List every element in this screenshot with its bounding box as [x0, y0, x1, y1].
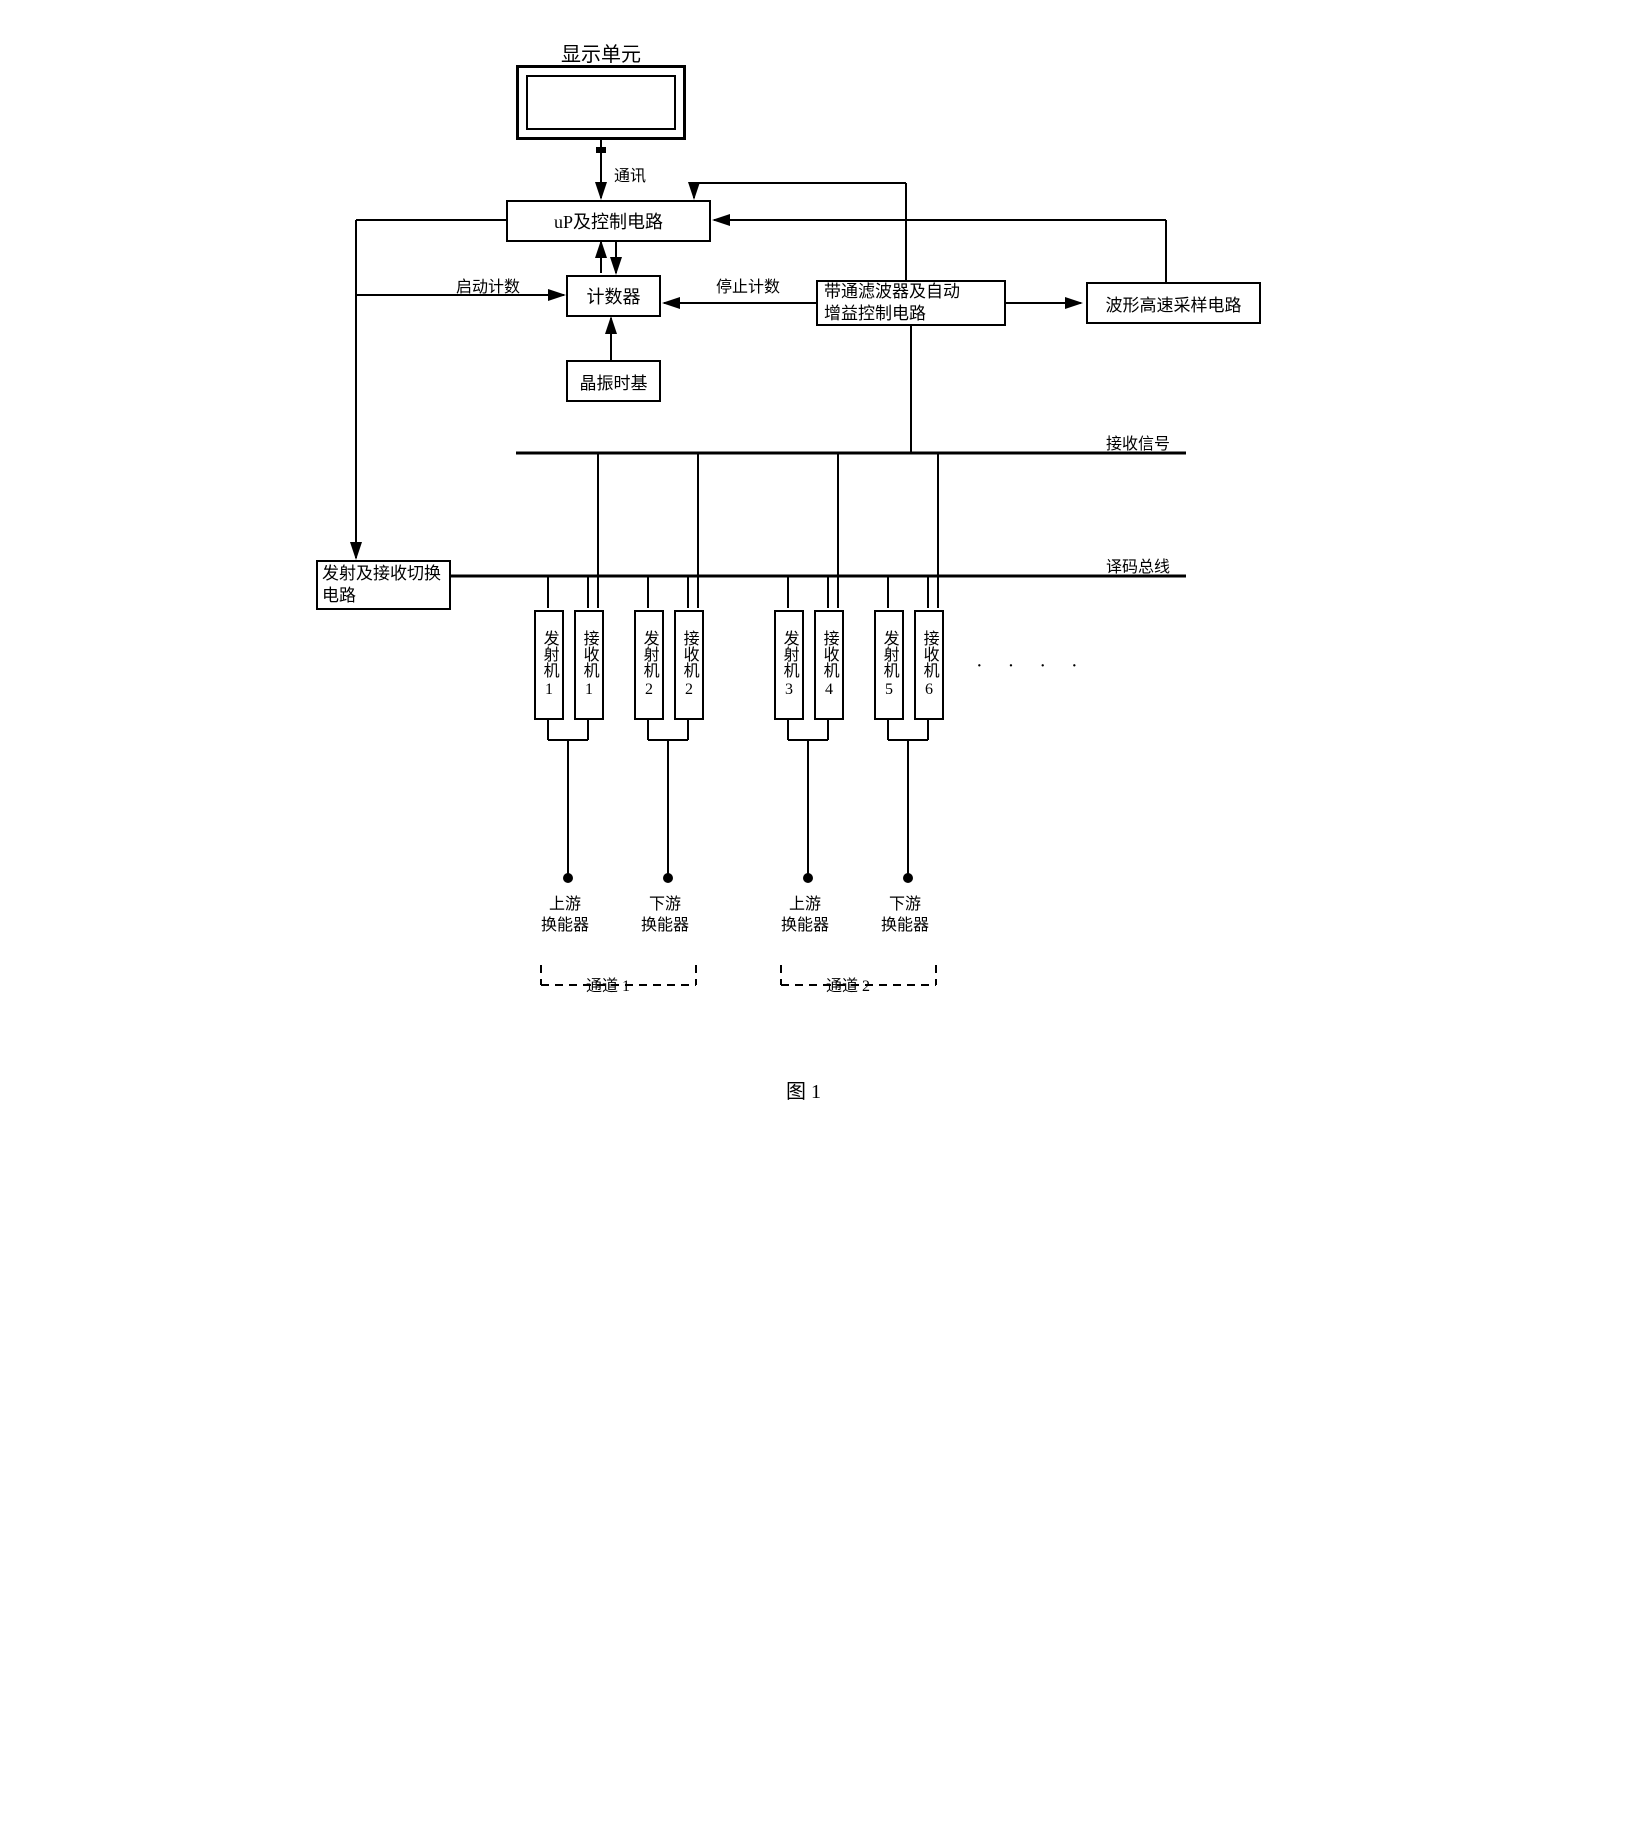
transducer-label-2: 上游换能器 [781, 895, 829, 937]
filter-line1: 带通滤波器及自动 [824, 281, 960, 303]
channel-label-1: 通道 1 [586, 972, 630, 996]
decode-bus-label: 译码总线 [1106, 553, 1170, 577]
crystal-block: 晶振时基 [566, 360, 661, 402]
channel-label-2: 通道 2 [826, 972, 870, 996]
receiver-6: 接收机6 [914, 610, 944, 720]
sampler-block: 波形高速采样电路 [1086, 282, 1261, 324]
stop-count-label: 停止计数 [716, 273, 780, 297]
receiver-1: 接收机1 [574, 610, 604, 720]
display-inner [526, 75, 676, 130]
filter-agc-block: 带通滤波器及自动 增益控制电路 [816, 280, 1006, 326]
counter-block: 计数器 [566, 275, 661, 317]
filter-line2: 增益控制电路 [824, 303, 960, 325]
figure-caption: 图 1 [786, 1075, 821, 1104]
up-control-block: uP及控制电路 [506, 200, 711, 242]
transducer-label-3: 下游换能器 [881, 895, 929, 937]
block-diagram: 显示单元 通讯 uP及控制电路 启动计数 计数器 停止计数 晶振时基 带通滤波器… [316, 20, 1316, 1120]
receive-signal-label: 接收信号 [1106, 430, 1170, 454]
receiver-4: 接收机4 [814, 610, 844, 720]
transmitter-1: 发射机1 [534, 610, 564, 720]
receiver-2: 接收机2 [674, 610, 704, 720]
transducer-label-1: 下游换能器 [641, 895, 689, 937]
transmitter-3: 发射机3 [774, 610, 804, 720]
display-unit-title: 显示单元 [561, 38, 641, 67]
transducer-label-0: 上游换能器 [541, 895, 589, 937]
counter-text: 计数器 [587, 283, 641, 309]
ellipsis: · · · · [976, 655, 1088, 678]
txrx-line1: 发射及接收切换 [322, 563, 441, 585]
sampler-text: 波形高速采样电路 [1106, 291, 1242, 316]
txrx-line2: 电路 [322, 585, 441, 607]
transmitter-5: 发射机5 [874, 610, 904, 720]
comm-label: 通讯 [614, 162, 646, 186]
txrx-switch-block: 发射及接收切换 电路 [316, 560, 451, 610]
up-control-text: uP及控制电路 [554, 208, 663, 234]
crystal-text: 晶振时基 [580, 369, 648, 394]
transmitter-2: 发射机2 [634, 610, 664, 720]
start-count-label: 启动计数 [456, 273, 520, 297]
